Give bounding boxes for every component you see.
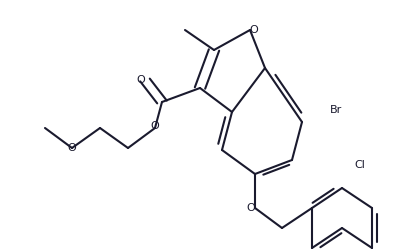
Text: O: O bbox=[68, 143, 77, 153]
Text: O: O bbox=[137, 75, 145, 85]
Text: O: O bbox=[250, 25, 258, 35]
Text: O: O bbox=[151, 121, 160, 130]
Text: Br: Br bbox=[330, 105, 342, 115]
Text: O: O bbox=[247, 203, 255, 213]
Text: Cl: Cl bbox=[354, 160, 365, 170]
